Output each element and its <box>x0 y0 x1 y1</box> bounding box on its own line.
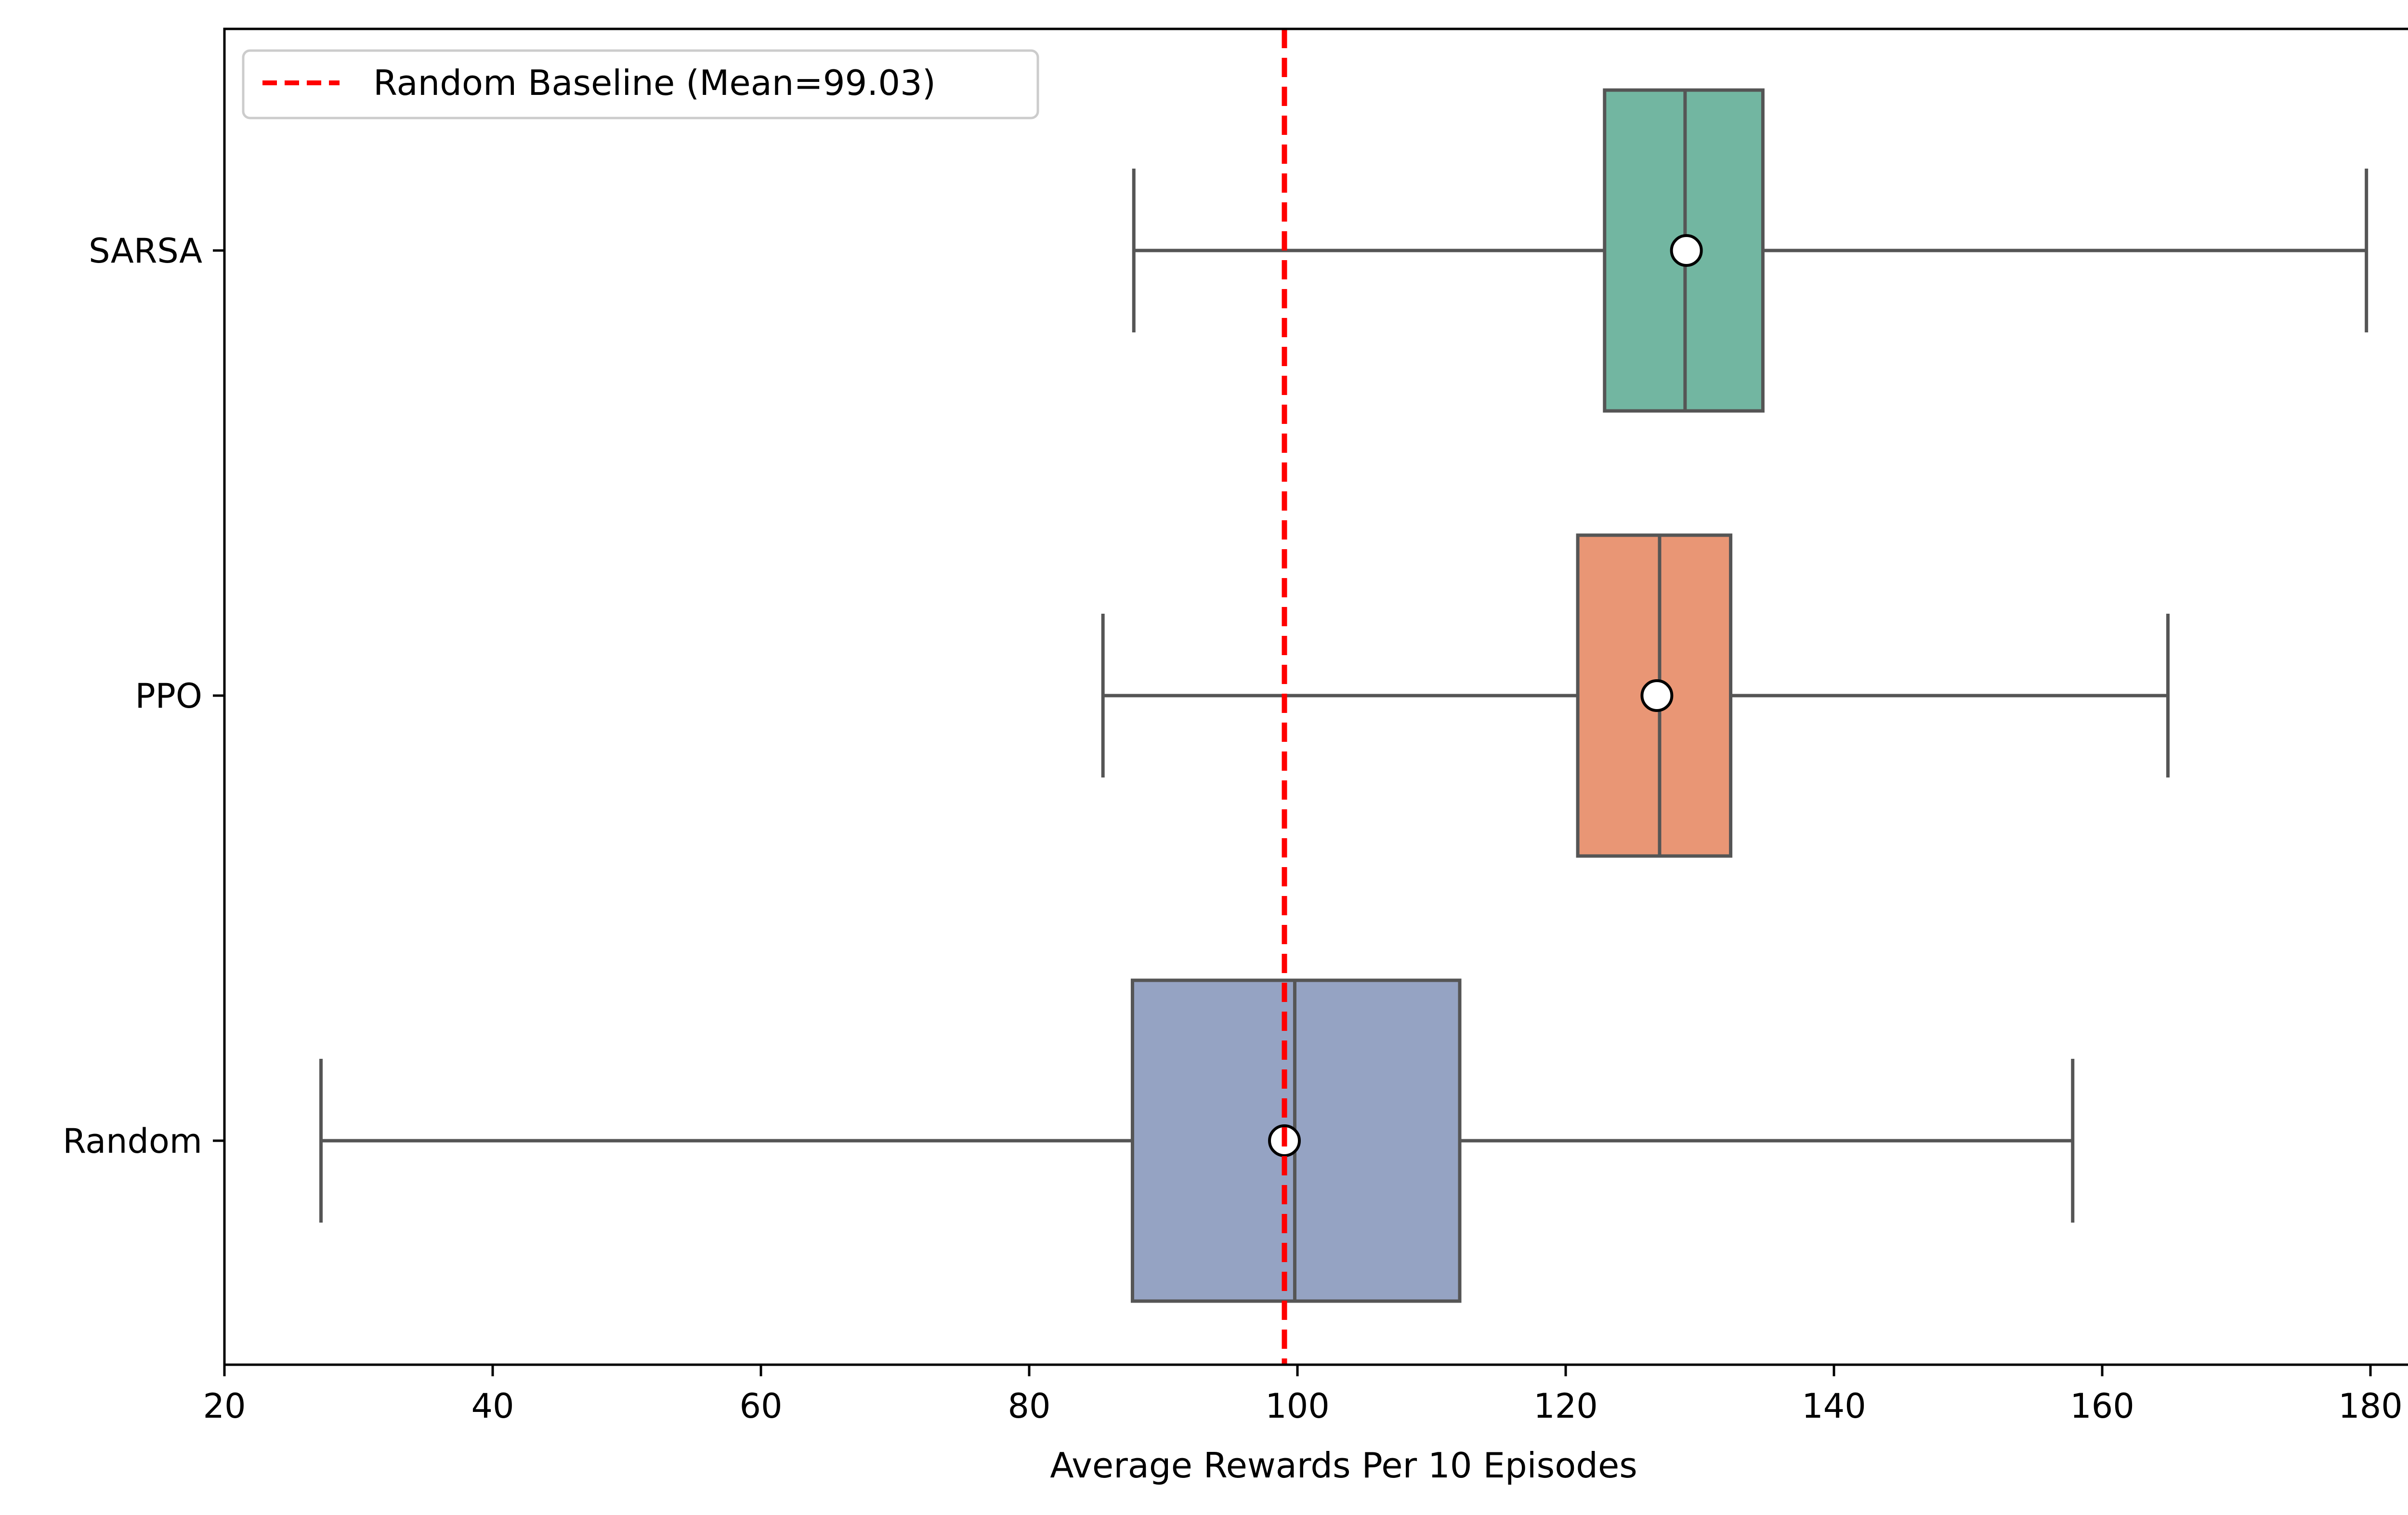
x-tick-label-160: 160 <box>2070 1386 2134 1426</box>
y-tick-label-sarsa: SARSA <box>89 231 202 271</box>
box-group-ppo <box>1101 533 2170 858</box>
legend-frame <box>242 49 1039 119</box>
mean-marker-sarsa <box>1670 234 1703 267</box>
x-tick-label-180: 180 <box>2338 1386 2403 1426</box>
x-tick-label-40: 40 <box>471 1386 514 1426</box>
x-tick-label-60: 60 <box>739 1386 782 1426</box>
boxes-layer <box>319 88 2369 1303</box>
box-group-random <box>319 978 2075 1303</box>
legend: Random Baseline (Mean=99.03) <box>242 49 1039 119</box>
x-axis-title: Average Rewards Per 10 Episodes <box>1050 1445 1637 1486</box>
y-tick-label-random: Random <box>63 1121 202 1161</box>
x-tick-label-100: 100 <box>1265 1386 1330 1426</box>
x-tick-label-120: 120 <box>1533 1386 1598 1426</box>
x-tick-label-80: 80 <box>1008 1386 1050 1426</box>
y-tick-label-ppo: PPO <box>135 676 202 716</box>
mean-marker-ppo <box>1640 679 1674 712</box>
box-group-sarsa <box>1132 88 2369 413</box>
axes-layer: 20 40 60 80 100 120 140 160 180 SARSA PPO Random <box>63 27 2408 1426</box>
legend-entry-label: Random Baseline (Mean=99.03) <box>373 63 936 103</box>
x-tick-label-20: 20 <box>203 1386 246 1426</box>
x-tick-label-140: 140 <box>1802 1386 1866 1426</box>
